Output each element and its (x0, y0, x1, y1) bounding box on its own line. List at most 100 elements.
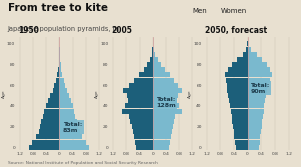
Bar (150, 57, 153, 62)
Bar (226, 78, 247, 82)
Bar (247, 119, 262, 124)
Bar (247, 140, 259, 144)
Bar (60, 62, 61, 67)
Text: Men: Men (192, 8, 207, 14)
Bar (60, 145, 89, 150)
Y-axis label: Age: Age (95, 89, 99, 98)
Bar (43, 114, 60, 119)
Bar (153, 52, 155, 57)
Bar (153, 93, 178, 98)
Bar (153, 62, 161, 67)
Bar (60, 72, 62, 77)
Text: 1950: 1950 (18, 26, 39, 35)
Bar (153, 98, 177, 103)
Bar (41, 119, 60, 124)
Bar (60, 140, 86, 144)
Bar (134, 78, 153, 82)
Bar (227, 83, 247, 88)
Bar (247, 103, 264, 108)
Bar (29, 145, 60, 150)
Bar (126, 103, 153, 108)
Bar (243, 52, 247, 57)
Bar (247, 114, 263, 119)
Bar (48, 98, 60, 103)
Bar (134, 134, 153, 139)
Bar (60, 83, 65, 88)
Bar (33, 140, 60, 144)
Bar (59, 57, 60, 62)
Bar (60, 88, 67, 93)
Bar (60, 129, 79, 134)
Bar (236, 145, 247, 150)
Bar (153, 114, 175, 119)
Bar (153, 145, 169, 150)
Bar (60, 67, 61, 72)
Text: Total:
83m: Total: 83m (63, 122, 82, 133)
Bar (153, 88, 182, 93)
Bar (232, 62, 247, 67)
Bar (228, 67, 247, 72)
Bar (247, 134, 260, 139)
Bar (60, 119, 77, 124)
Bar (225, 72, 247, 77)
Bar (39, 129, 60, 134)
Bar (128, 98, 153, 103)
Bar (247, 52, 257, 57)
Bar (231, 114, 247, 119)
Bar (247, 124, 262, 129)
Bar (228, 88, 247, 93)
Bar (60, 114, 75, 119)
Bar (235, 140, 247, 144)
Bar (247, 83, 268, 88)
Bar (153, 72, 169, 77)
Text: Women: Women (221, 8, 247, 14)
Bar (247, 109, 264, 114)
Bar (50, 93, 60, 98)
Bar (133, 129, 153, 134)
Text: Total:
128m: Total: 128m (156, 97, 176, 108)
Bar (152, 52, 153, 57)
Text: Japanese population pyramids, m: Japanese population pyramids, m (8, 26, 119, 32)
Bar (129, 83, 153, 88)
Text: 2050, forecast: 2050, forecast (205, 26, 267, 35)
Bar (60, 109, 74, 114)
Bar (247, 93, 266, 98)
Bar (60, 124, 78, 129)
Bar (153, 119, 174, 124)
Bar (129, 114, 153, 119)
Bar (228, 93, 247, 98)
Text: From tree to kite: From tree to kite (8, 3, 107, 13)
Bar (60, 103, 73, 108)
Bar (153, 83, 178, 88)
Bar (36, 134, 60, 139)
Bar (153, 67, 165, 72)
Bar (232, 119, 247, 124)
Bar (234, 129, 247, 134)
Y-axis label: Age: Age (2, 89, 5, 98)
Bar (231, 109, 247, 114)
Bar (247, 72, 272, 77)
Bar (153, 140, 169, 144)
Bar (54, 83, 60, 88)
Bar (44, 109, 60, 114)
Bar (247, 47, 251, 52)
Bar (237, 57, 247, 62)
Bar (135, 140, 153, 144)
Bar (56, 78, 60, 82)
Bar (247, 78, 270, 82)
Bar (122, 109, 153, 114)
Text: Source: National Institute of Population and Social Security Research: Source: National Institute of Population… (8, 161, 157, 165)
Bar (130, 119, 153, 124)
Bar (233, 124, 247, 129)
Bar (153, 47, 154, 52)
Bar (60, 78, 64, 82)
Bar (147, 62, 153, 67)
Bar (138, 72, 153, 77)
Bar (247, 88, 267, 93)
Bar (58, 67, 60, 72)
Bar (246, 47, 247, 52)
Bar (247, 145, 259, 150)
Bar (247, 57, 262, 62)
Bar (247, 129, 261, 134)
Bar (234, 134, 247, 139)
